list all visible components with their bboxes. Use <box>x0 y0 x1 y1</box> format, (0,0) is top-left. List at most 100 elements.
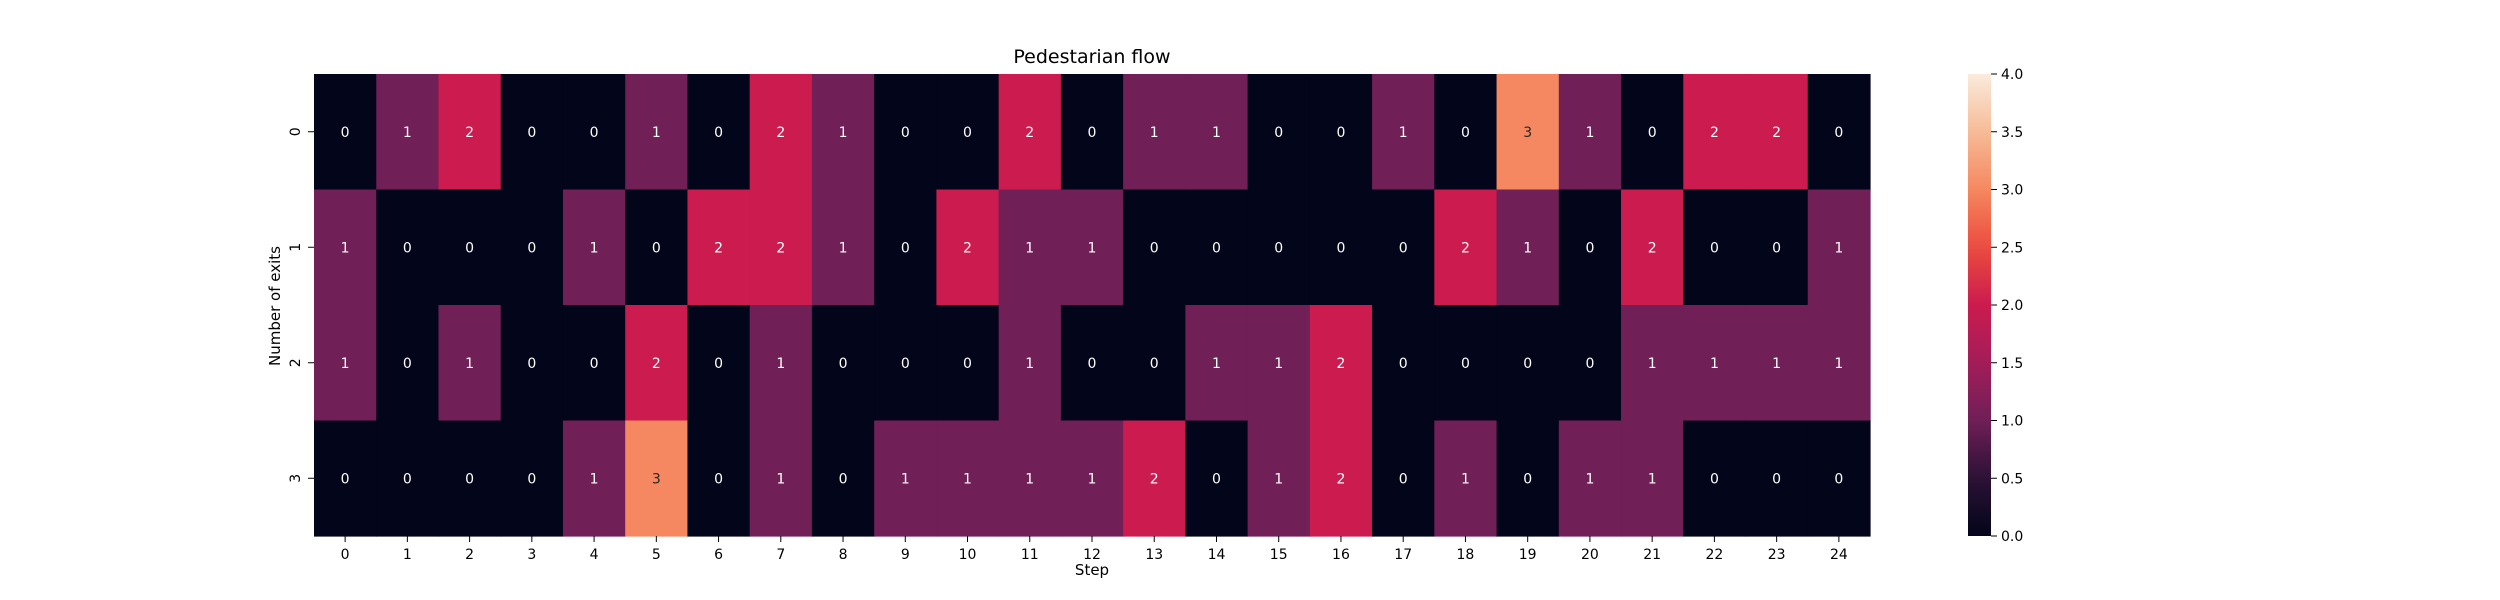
cell-value-label: 2 <box>1710 125 1719 141</box>
cell-value-label: 1 <box>1274 356 1283 372</box>
heatmap-cell <box>376 74 440 191</box>
cell-value-label: 0 <box>901 125 910 141</box>
cell-value-label: 1 <box>1772 356 1781 372</box>
cell-value-label: 1 <box>1710 356 1719 372</box>
x-tick-label: 19 <box>1519 547 1537 563</box>
colorbar-tick-label: 0.5 <box>2001 471 2023 487</box>
heatmap-cell <box>1558 189 1622 306</box>
cell-value-label: 1 <box>465 356 474 372</box>
cell-value-label: 0 <box>403 356 412 372</box>
heatmap-cell <box>500 74 564 191</box>
heatmap-cell <box>438 74 502 191</box>
cell-value-label: 0 <box>1088 125 1097 141</box>
heatmap-cell <box>687 420 751 537</box>
heatmap-cell <box>438 189 502 306</box>
heatmap-cell <box>1434 74 1498 191</box>
heatmap-cell <box>1060 189 1124 306</box>
heatmap-cell <box>1558 74 1622 191</box>
colorbar <box>1968 74 1991 536</box>
cell-value-label: 2 <box>1336 471 1345 487</box>
cell-value-label: 0 <box>527 240 536 256</box>
cell-value-label: 1 <box>1834 240 1843 256</box>
heatmap-cell <box>500 420 564 537</box>
cell-value-label: 1 <box>590 240 599 256</box>
cell-value-label: 1 <box>1212 356 1221 372</box>
heatmap-cell <box>625 189 689 306</box>
cell-value-label: 2 <box>1025 125 1034 141</box>
cell-value-label: 0 <box>465 471 474 487</box>
heatmap-cell <box>1496 74 1560 191</box>
heatmap-cell <box>1807 420 1871 537</box>
cell-value-label: 0 <box>1710 240 1719 256</box>
heatmap-cell <box>1683 189 1747 306</box>
heatmap-cell <box>1123 189 1186 306</box>
y-axis-ticks: 0 1 2 3 <box>288 127 314 483</box>
heatmap-cell <box>1309 74 1373 191</box>
heatmap-cell <box>314 420 377 537</box>
heatmap-cell <box>1185 420 1249 537</box>
heatmap-cell <box>1372 189 1435 306</box>
cell-value-label: 0 <box>1834 471 1843 487</box>
cell-value-label: 0 <box>590 356 599 372</box>
x-tick-label: 8 <box>839 547 848 563</box>
heatmap-cell <box>1496 305 1560 422</box>
cell-value-label: 0 <box>1523 356 1532 372</box>
cell-value-label: 1 <box>839 240 848 256</box>
heatmap-cell <box>1060 420 1124 537</box>
heatmap-cell <box>1123 305 1186 422</box>
colorbar-tick-label: 3.5 <box>2001 125 2023 141</box>
x-tick-label: 20 <box>1581 547 1599 563</box>
cell-value-label: 1 <box>1212 125 1221 141</box>
heatmap-cell <box>314 305 377 422</box>
heatmap-cell <box>1060 305 1124 422</box>
heatmap-cell <box>1372 305 1435 422</box>
y-axis-label: Number of exits <box>266 246 284 366</box>
cell-value-label: 2 <box>1336 356 1345 372</box>
heatmap-cell <box>749 74 813 191</box>
heatmap-cell <box>811 305 875 422</box>
cell-value-label: 0 <box>839 356 848 372</box>
cell-value-label: 0 <box>1274 125 1283 141</box>
heatmap-cell <box>1434 420 1498 537</box>
heatmap-cell <box>1621 305 1684 422</box>
cell-value-label: 0 <box>714 125 723 141</box>
heatmap-cell <box>1745 420 1809 537</box>
x-tick-label: 17 <box>1394 547 1412 563</box>
heatmap-cell <box>1247 305 1311 422</box>
cell-value-label: 1 <box>1585 125 1594 141</box>
heatmap-cell <box>562 420 626 537</box>
cell-value-label: 0 <box>714 471 723 487</box>
cell-value-label: 1 <box>1025 356 1034 372</box>
heatmap-cell <box>687 305 751 422</box>
cell-value-label: 3 <box>1523 125 1532 141</box>
cell-value-label: 0 <box>1523 471 1532 487</box>
cell-value-label: 2 <box>1461 240 1470 256</box>
x-tick-label: 12 <box>1083 547 1101 563</box>
heatmap-cell <box>1558 305 1622 422</box>
heatmap-cell <box>376 189 440 306</box>
colorbar-tick-label: 2.0 <box>2001 298 2023 314</box>
cell-value-label: 1 <box>341 240 350 256</box>
x-tick-label: 13 <box>1145 547 1163 563</box>
heatmap-cell <box>1309 420 1373 537</box>
x-tick-label: 23 <box>1768 547 1786 563</box>
colorbar-tick-label: 1.5 <box>2001 356 2023 372</box>
heatmap-cell <box>874 189 937 306</box>
cell-value-label: 1 <box>1088 471 1097 487</box>
heatmap-cell <box>1558 420 1622 537</box>
cell-value-label: 0 <box>1150 240 1159 256</box>
heatmap-cell <box>811 420 875 537</box>
heatmap-cell <box>1683 305 1747 422</box>
y-tick-label: 3 <box>288 474 304 483</box>
x-tick-label: 5 <box>652 547 661 563</box>
heatmap-cell <box>687 189 751 306</box>
x-tick-label: 14 <box>1208 547 1226 563</box>
heatmap-cell <box>1247 420 1311 537</box>
colorbar-tick-label: 0.0 <box>2001 529 2023 545</box>
cell-value-label: 0 <box>1585 356 1594 372</box>
cell-value-label: 0 <box>1461 356 1470 372</box>
cell-value-label: 1 <box>1648 471 1657 487</box>
heatmap-cell <box>1123 74 1186 191</box>
cell-value-label: 0 <box>1772 240 1781 256</box>
